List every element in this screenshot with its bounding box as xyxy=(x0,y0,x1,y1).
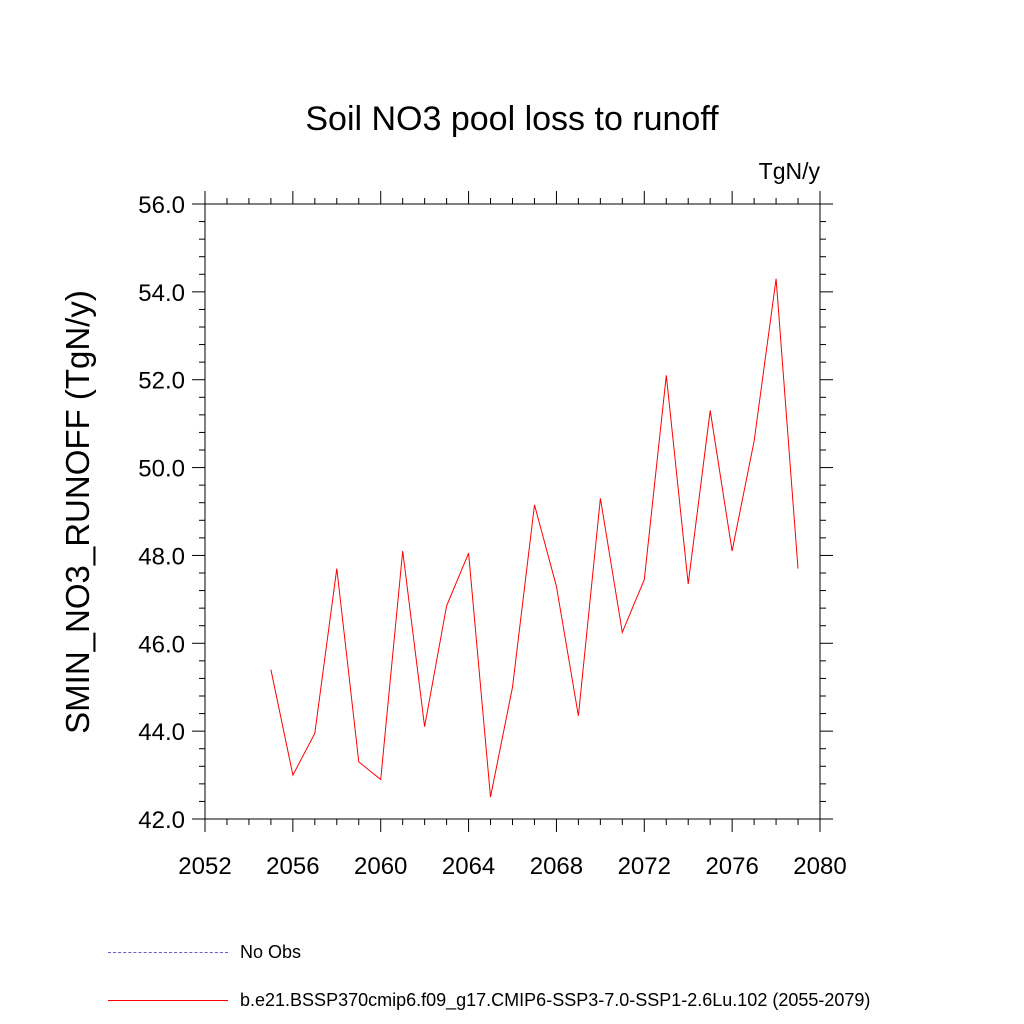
plot-frame xyxy=(204,203,821,820)
y-tick-label: 44.0 xyxy=(138,719,185,746)
legend-item-model-run: b.e21.BSSP370cmip6.f09_g17.CMIP6-SSP3-7.… xyxy=(108,988,870,1012)
x-tick-label: 2064 xyxy=(442,853,495,880)
x-tick-label: 2080 xyxy=(793,853,846,880)
y-tick-label: 56.0 xyxy=(138,192,185,219)
legend-swatch-no-obs xyxy=(108,951,228,953)
x-tick-label: 2052 xyxy=(178,853,231,880)
legend-item-no-obs: No Obs xyxy=(108,940,301,964)
x-tick-label: 2056 xyxy=(266,853,319,880)
x-tick-label: 2076 xyxy=(705,853,758,880)
x-tick-label: 2072 xyxy=(618,853,671,880)
y-tick-label: 42.0 xyxy=(138,807,185,834)
y-tick-label: 46.0 xyxy=(138,631,185,658)
legend-label-no-obs: No Obs xyxy=(240,941,302,962)
series-line xyxy=(270,278,799,798)
units-label: TgN/y xyxy=(758,158,820,184)
y-tick-label: 54.0 xyxy=(138,280,185,307)
x-tick-label: 2060 xyxy=(354,853,407,880)
chart-title: Soil NO3 pool loss to runoff xyxy=(305,100,719,138)
x-tick-label: 2068 xyxy=(530,853,583,880)
y-tick-label: 50.0 xyxy=(138,456,185,483)
y-tick-label: 52.0 xyxy=(138,368,185,395)
legend-label-model-run: b.e21.BSSP370cmip6.f09_g17.CMIP6-SSP3-7.… xyxy=(240,989,871,1010)
y-tick-label: 48.0 xyxy=(138,543,185,570)
legend-swatch-model-run xyxy=(108,999,228,1001)
